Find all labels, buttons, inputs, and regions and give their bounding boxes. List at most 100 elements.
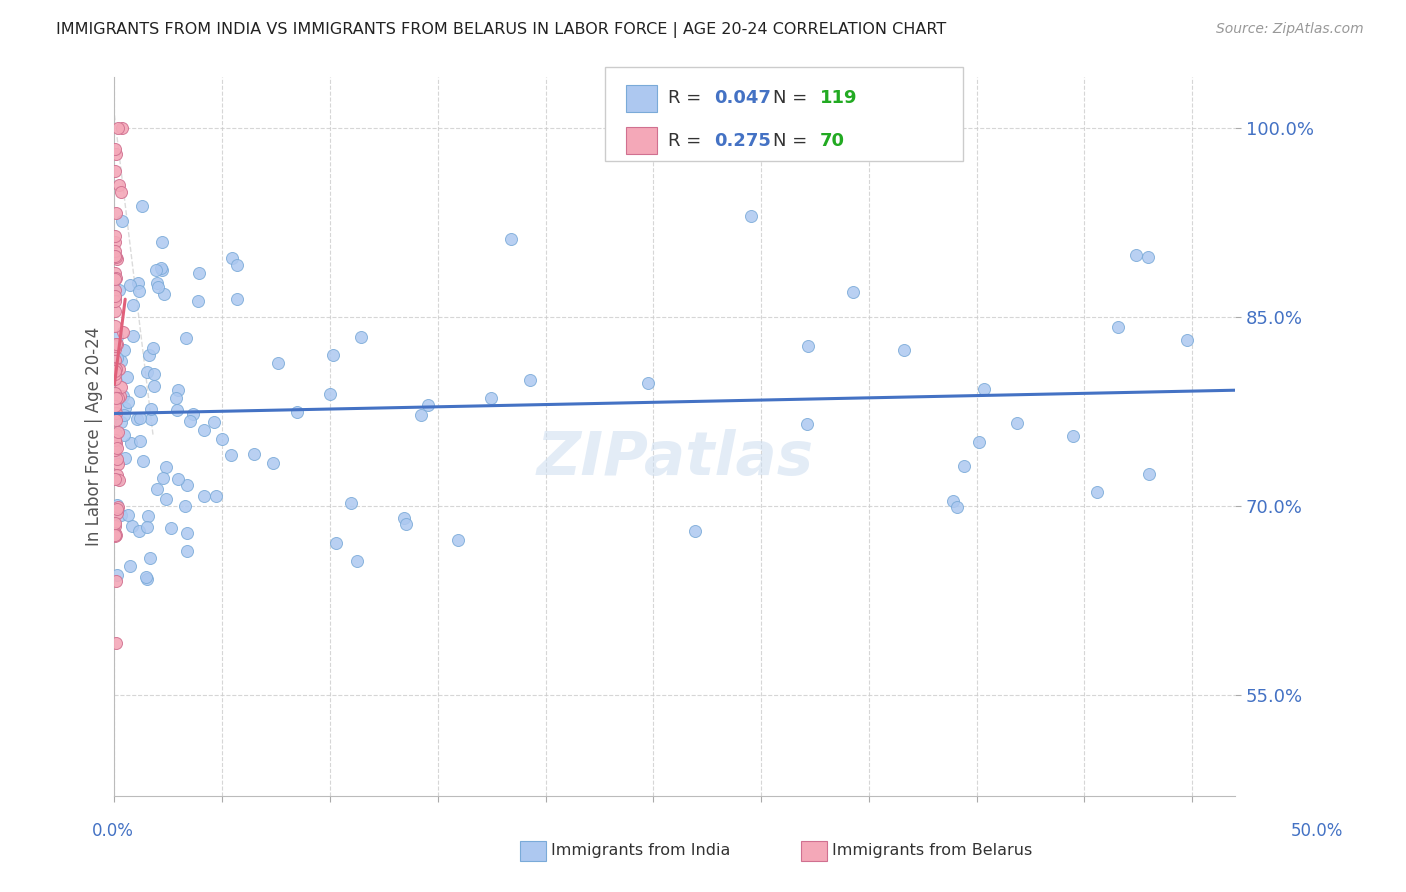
Text: 0.0%: 0.0%: [91, 822, 134, 840]
Point: [637, 376, 659, 390]
Point: [149, 260, 172, 275]
Point: [150, 262, 173, 277]
Point: [104, 413, 127, 427]
Point: [103, 244, 125, 258]
Point: [188, 266, 211, 280]
Point: [242, 447, 264, 461]
Point: [104, 249, 127, 263]
Point: [110, 380, 132, 394]
Point: [796, 417, 818, 431]
Text: 70: 70: [820, 132, 845, 150]
Point: [114, 451, 136, 466]
Point: [211, 433, 233, 447]
Point: [146, 280, 169, 294]
Point: [740, 209, 762, 223]
Point: [104, 272, 127, 286]
Point: [139, 550, 162, 565]
Point: [135, 570, 157, 584]
Point: [128, 434, 150, 448]
Point: [221, 251, 243, 265]
Point: [319, 387, 342, 401]
Point: [104, 338, 127, 352]
Point: [104, 525, 127, 540]
Point: [350, 330, 373, 344]
Point: [104, 401, 127, 415]
Point: [187, 293, 209, 308]
Point: [120, 277, 142, 292]
Point: [107, 120, 129, 135]
Point: [141, 342, 163, 356]
Point: [325, 536, 347, 550]
Point: [176, 525, 198, 540]
Point: [159, 521, 181, 535]
Point: [121, 328, 143, 343]
Point: [105, 250, 128, 264]
Point: [107, 500, 129, 515]
Point: [1085, 484, 1108, 499]
Point: [167, 383, 190, 397]
Point: [139, 412, 162, 426]
Point: [285, 405, 308, 419]
Point: [120, 435, 142, 450]
Point: [796, 339, 818, 353]
Point: [346, 554, 368, 568]
Point: [105, 271, 128, 285]
Point: [152, 471, 174, 485]
Point: [111, 214, 134, 228]
Point: [153, 287, 176, 301]
Point: [226, 258, 249, 272]
Text: N =: N =: [773, 132, 813, 150]
Point: [150, 235, 173, 249]
Point: [105, 501, 128, 516]
Point: [107, 391, 129, 405]
Point: [167, 472, 190, 486]
Point: [112, 427, 135, 442]
Point: [128, 524, 150, 539]
Point: [104, 318, 127, 333]
Point: [136, 572, 159, 586]
Point: [105, 392, 128, 406]
Point: [1125, 248, 1147, 262]
Point: [104, 390, 127, 404]
Point: [136, 508, 159, 523]
Point: [945, 500, 967, 515]
Text: 119: 119: [820, 89, 858, 107]
Text: 0.275: 0.275: [714, 132, 770, 150]
Point: [108, 389, 131, 403]
Point: [107, 362, 129, 376]
Point: [105, 351, 128, 365]
Point: [136, 520, 159, 534]
Point: [103, 364, 125, 378]
Point: [112, 408, 135, 422]
Point: [155, 492, 177, 507]
Point: [1175, 333, 1198, 347]
Point: [394, 517, 416, 532]
Point: [105, 362, 128, 376]
Point: [176, 478, 198, 492]
Point: [202, 415, 225, 429]
Point: [105, 147, 128, 161]
Point: [104, 519, 127, 533]
Point: [146, 482, 169, 496]
Point: [117, 508, 139, 523]
Text: R =: R =: [668, 132, 707, 150]
Text: Immigrants from India: Immigrants from India: [551, 844, 731, 858]
Point: [121, 298, 143, 312]
Point: [118, 558, 141, 573]
Point: [322, 348, 344, 362]
Point: [104, 516, 127, 531]
Point: [447, 533, 470, 548]
Point: [115, 369, 138, 384]
Point: [179, 414, 201, 428]
Point: [105, 330, 128, 344]
Point: [105, 506, 128, 520]
Point: [111, 120, 134, 135]
Point: [104, 528, 127, 542]
Point: [112, 389, 135, 403]
Point: [145, 263, 167, 277]
Point: [127, 411, 149, 425]
Point: [267, 355, 290, 369]
Point: [411, 408, 433, 422]
Point: [129, 410, 152, 425]
Point: [104, 336, 127, 351]
